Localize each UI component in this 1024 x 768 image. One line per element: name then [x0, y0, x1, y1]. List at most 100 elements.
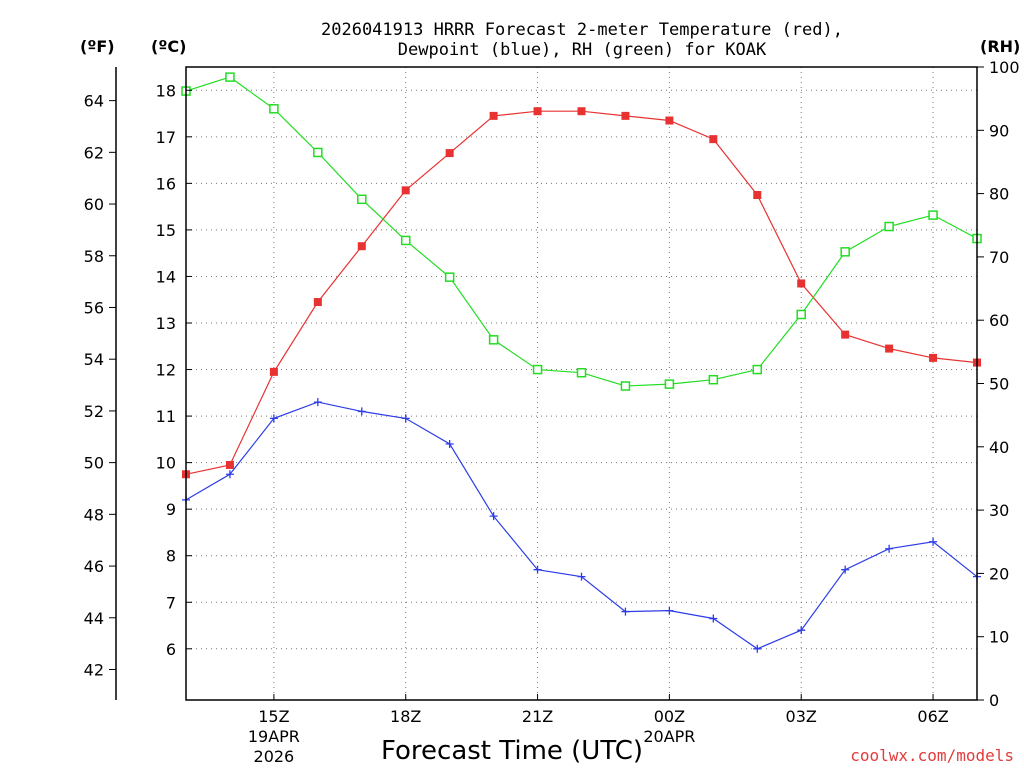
rh-point — [884, 221, 894, 232]
celsius-tick-label: 6 — [166, 640, 176, 659]
rh-tick-label: 70 — [989, 248, 1009, 267]
temperature-point — [445, 149, 454, 158]
celsius-tick-label: 15 — [156, 221, 176, 240]
chart-title-line-2: Dewpoint (blue), RH (green) for KOAK — [398, 40, 767, 60]
temperature-point — [489, 111, 498, 120]
celsius-tick-label: 9 — [166, 500, 176, 519]
celsius-tick-label: 13 — [156, 314, 176, 333]
dewpoint-point — [885, 544, 894, 553]
fahrenheit-unit-label: (ºF) — [80, 37, 115, 56]
rh-point — [444, 272, 455, 282]
dewpoint-point — [533, 565, 542, 574]
celsius-tick-label: 7 — [166, 593, 176, 612]
rh-tick-label: 0 — [989, 691, 999, 710]
x-tick-label: 03Z — [786, 707, 817, 726]
temperature-point — [753, 190, 762, 199]
dewpoint-point — [621, 607, 630, 616]
celsius-tick-label: 10 — [156, 454, 176, 473]
celsius-tick-label: 14 — [156, 267, 176, 286]
rh-point — [796, 309, 806, 320]
celsius-tick-label: 8 — [166, 547, 176, 566]
temperature-point — [225, 460, 234, 469]
temperature-point — [797, 279, 806, 288]
fahrenheit-tick-label: 64 — [84, 92, 104, 111]
x-date-label: 2026 — [254, 747, 295, 766]
temperature-point — [401, 186, 410, 195]
temperature-point — [621, 111, 630, 120]
dewpoint-point — [489, 512, 498, 521]
temperature-point — [885, 344, 894, 353]
dewpoint-point — [269, 414, 278, 423]
rh-tick-label: 10 — [989, 628, 1009, 647]
rh-tick-label: 90 — [989, 121, 1009, 140]
dewpoint-point — [709, 614, 718, 623]
x-date-label: 20APR — [643, 727, 695, 746]
celsius-tick-label: 17 — [156, 128, 176, 147]
grid-lines — [186, 67, 977, 700]
temperature-point — [841, 330, 850, 339]
x-tick-label: 06Z — [917, 707, 948, 726]
fahrenheit-tick-label: 52 — [84, 402, 104, 421]
x-date-label: 19APR — [248, 727, 300, 746]
rh-unit-label: (RH) — [980, 37, 1020, 56]
rh-tick-label: 100 — [989, 58, 1020, 77]
temperature-series-line — [185, 110, 978, 475]
rh-point — [928, 210, 938, 220]
temperature-point — [357, 242, 366, 251]
dewpoint-point — [841, 565, 850, 574]
plot-frame — [185, 66, 978, 701]
x-tick-label: 00Z — [654, 707, 685, 726]
rh-series-line — [185, 76, 978, 387]
fahrenheit-tick-label: 42 — [84, 660, 104, 679]
rh-point — [400, 235, 411, 246]
credit-text: coolwx.com/models — [850, 746, 1014, 765]
fahrenheit-tick-label: 46 — [84, 557, 104, 576]
temperature-point — [269, 367, 278, 376]
celsius-tick-label: 12 — [156, 361, 176, 380]
dewpoint-point — [313, 398, 322, 407]
chart-title-line-1: 2026041913 HRRR Forecast 2-meter Tempera… — [321, 20, 843, 40]
fahrenheit-tick-label: 44 — [84, 609, 104, 628]
temperature-point — [533, 107, 542, 116]
rh-point — [708, 374, 719, 385]
celsius-tick-label: 18 — [156, 81, 176, 100]
fahrenheit-tick-label: 58 — [84, 247, 104, 266]
rh-tick-label: 30 — [989, 501, 1009, 520]
rh-point — [225, 72, 235, 82]
fahrenheit-tick-label: 54 — [84, 350, 104, 369]
fahrenheit-tick-label: 60 — [84, 195, 104, 214]
dewpoint-point — [797, 626, 806, 635]
rh-point — [313, 147, 323, 158]
rh-tick-label: 50 — [989, 375, 1009, 394]
fahrenheit-tick-label: 48 — [84, 505, 104, 524]
temperature-point — [577, 107, 586, 116]
temperature-point — [665, 116, 674, 125]
dewpoint-point — [665, 606, 674, 615]
data-series — [181, 72, 982, 653]
rh-point — [576, 367, 587, 378]
rh-point — [532, 364, 543, 375]
rh-point — [488, 335, 499, 345]
dewpoint-point — [401, 414, 410, 423]
dewpoint-point — [357, 407, 366, 416]
celsius-tick-label: 11 — [156, 407, 176, 426]
rh-point — [269, 104, 279, 114]
x-tick-label: 18Z — [390, 707, 421, 726]
temperature-point — [313, 298, 322, 307]
rh-point — [664, 379, 675, 389]
dewpoint-point — [577, 572, 586, 581]
dewpoint-point — [929, 537, 938, 546]
x-tick-label: 15Z — [258, 707, 289, 726]
rh-point — [357, 194, 367, 205]
fahrenheit-tick-label: 56 — [84, 298, 104, 317]
dewpoint-point — [225, 470, 234, 479]
fahrenheit-tick-label: 50 — [84, 454, 104, 473]
rh-tick-label: 80 — [989, 185, 1009, 204]
temperature-point — [709, 135, 718, 144]
x-tick-label: 21Z — [522, 707, 553, 726]
rh-tick-label: 40 — [989, 438, 1009, 457]
rh-point — [620, 381, 631, 391]
